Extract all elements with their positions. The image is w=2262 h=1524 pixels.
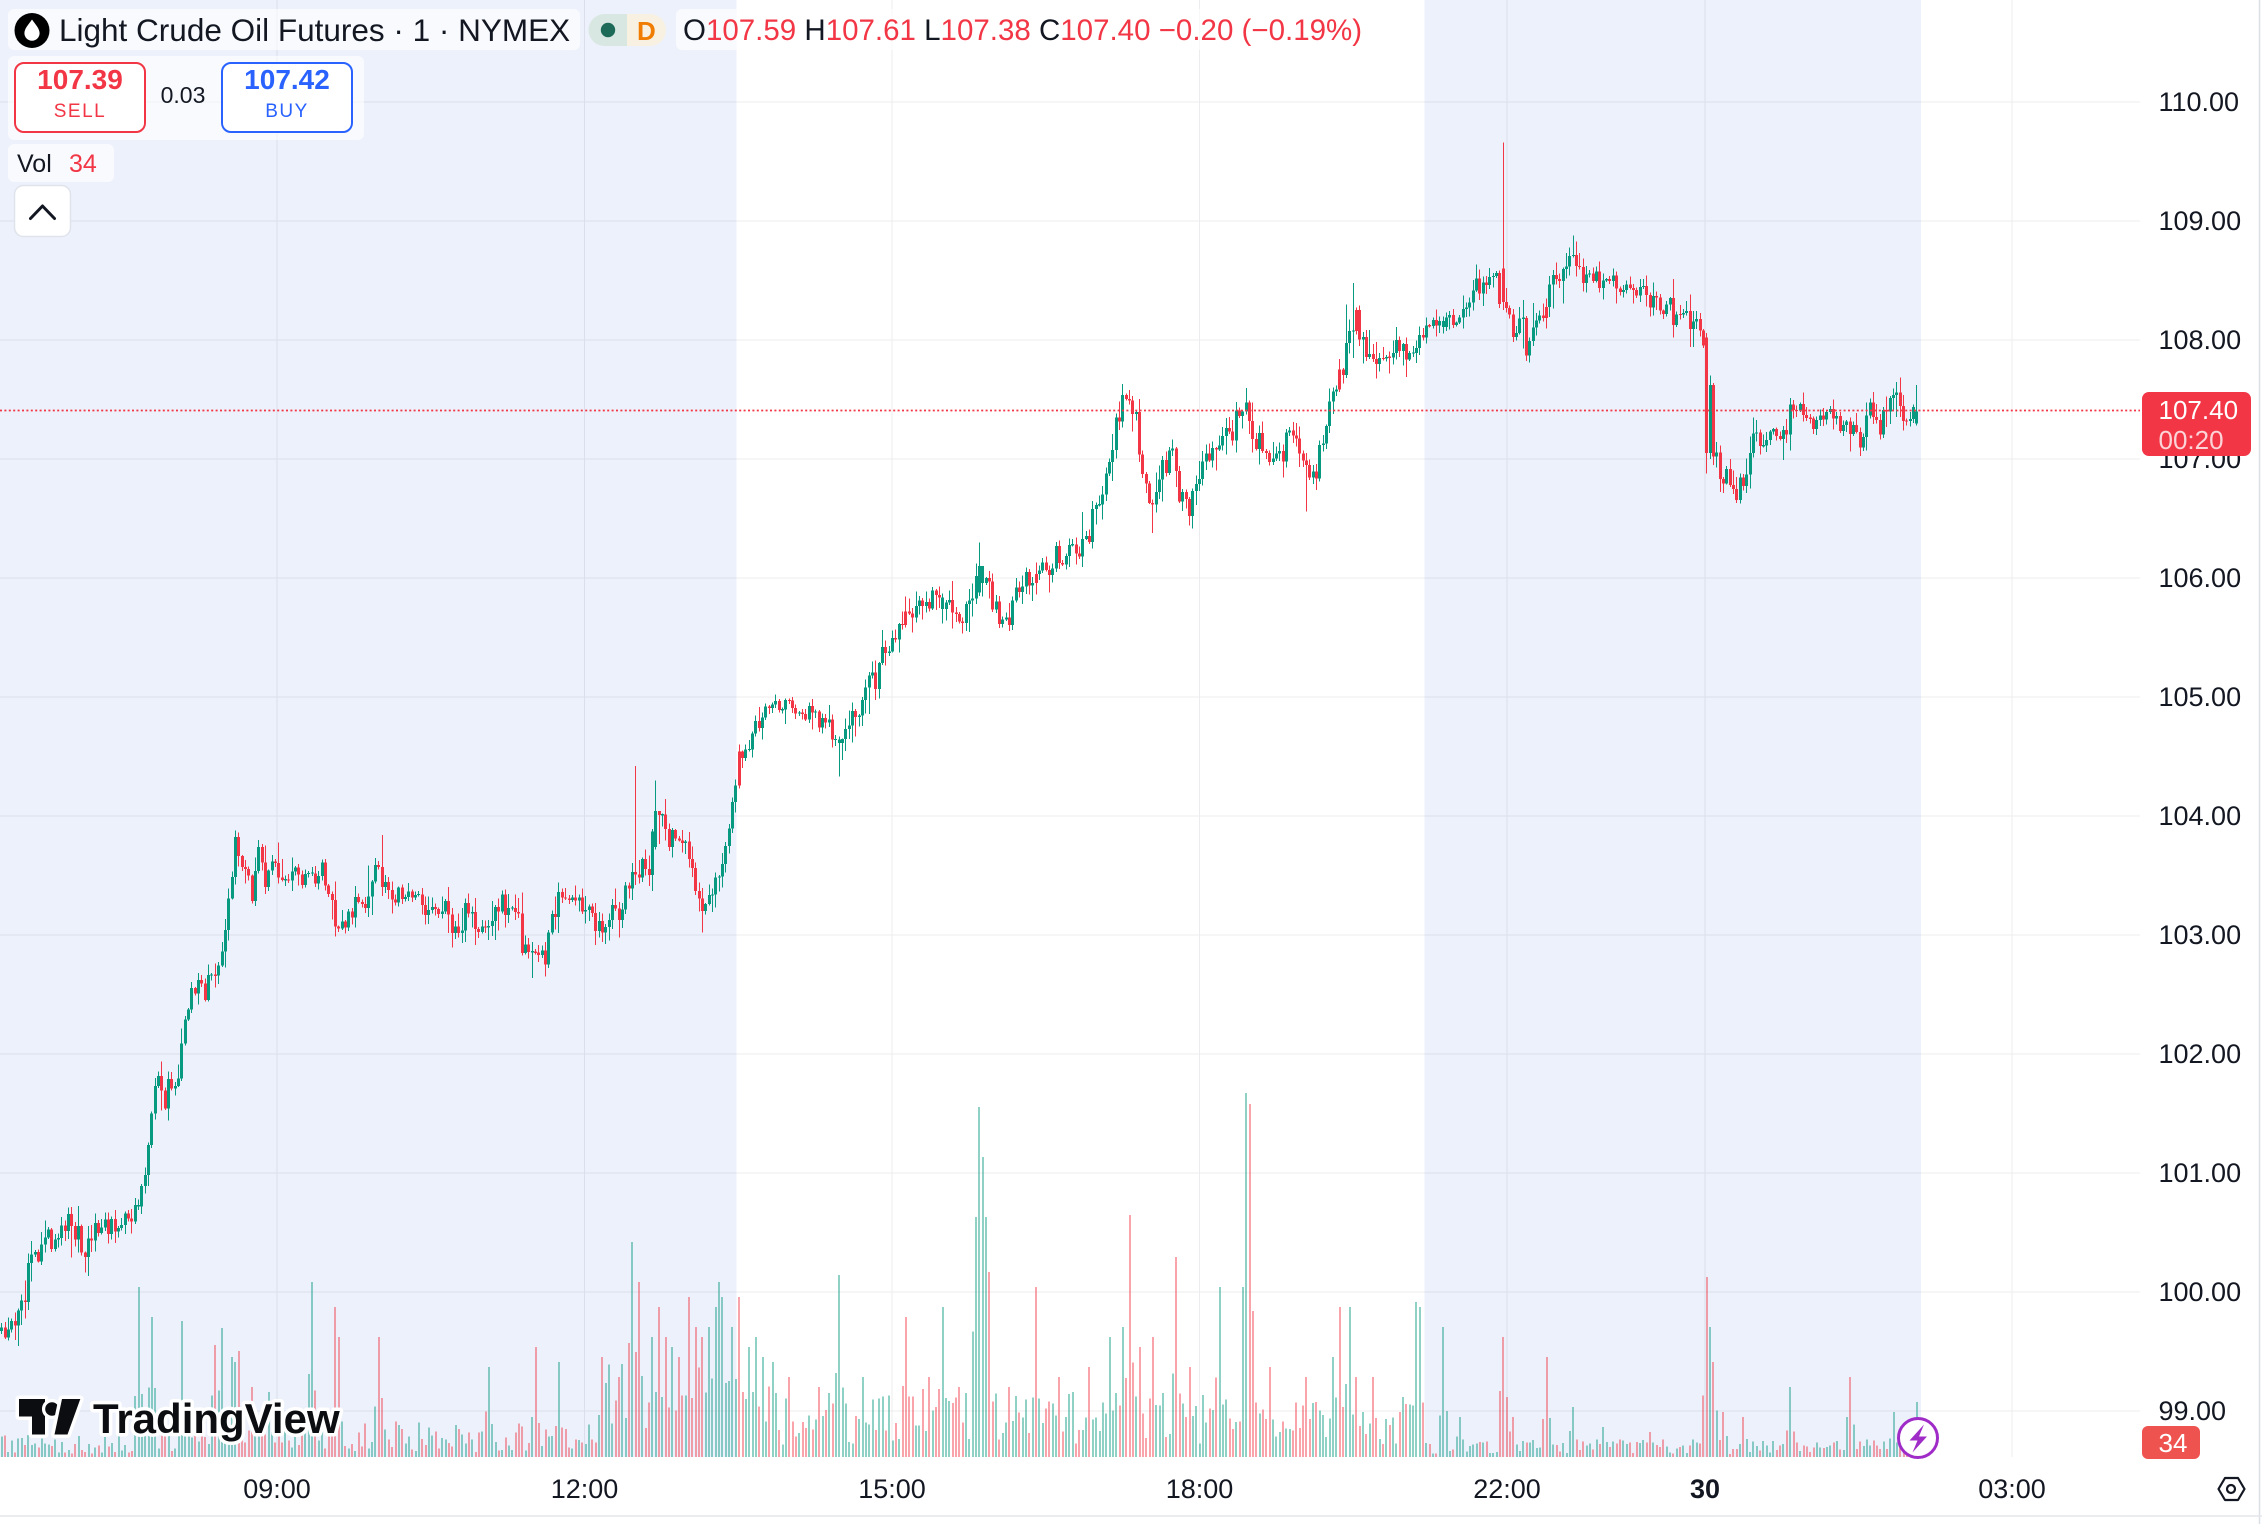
svg-text:103.00: 103.00	[2159, 920, 2242, 950]
svg-text:102.00: 102.00	[2159, 1039, 2242, 1069]
svg-text:0.03: 0.03	[161, 82, 206, 108]
svg-text:106.00: 106.00	[2159, 563, 2242, 593]
svg-text:09:00: 09:00	[243, 1474, 311, 1504]
svg-text:Vol: Vol	[17, 150, 52, 178]
svg-text:107.39: 107.39	[37, 64, 123, 95]
svg-text:100.00: 100.00	[2159, 1277, 2242, 1307]
svg-text:104.00: 104.00	[2159, 801, 2242, 831]
svg-text:99.00: 99.00	[2159, 1396, 2227, 1426]
svg-text:34: 34	[69, 150, 97, 178]
svg-text:34: 34	[2159, 1428, 2188, 1458]
svg-text:18:00: 18:00	[1166, 1474, 1234, 1504]
svg-text:101.00: 101.00	[2159, 1158, 2242, 1188]
svg-text:107.42: 107.42	[244, 64, 330, 95]
svg-text:TradingView: TradingView	[93, 1395, 340, 1442]
svg-text:22:00: 22:00	[1473, 1474, 1541, 1504]
svg-text:110.00: 110.00	[2159, 87, 2240, 117]
svg-text:BUY: BUY	[265, 101, 309, 122]
svg-text:107.40: 107.40	[2159, 395, 2239, 425]
svg-text:D: D	[637, 16, 656, 46]
svg-text:03:00: 03:00	[1978, 1474, 2046, 1504]
svg-text:Light Crude Oil Futures · 1 ·: Light Crude Oil Futures · 1 · NYMEX	[59, 12, 570, 48]
svg-text:00:20: 00:20	[2159, 425, 2224, 455]
svg-text:105.00: 105.00	[2159, 682, 2242, 712]
svg-text:30: 30	[1690, 1474, 1720, 1504]
svg-text:SELL: SELL	[54, 101, 106, 122]
svg-text:108.00: 108.00	[2159, 325, 2242, 355]
svg-text:109.00: 109.00	[2159, 206, 2242, 236]
svg-text:O107.59 H107.61 L107.38 C107.4: O107.59 H107.61 L107.38 C107.40 −0.20 (−…	[683, 14, 1362, 47]
svg-text:12:00: 12:00	[551, 1474, 619, 1504]
svg-text:15:00: 15:00	[858, 1474, 926, 1504]
